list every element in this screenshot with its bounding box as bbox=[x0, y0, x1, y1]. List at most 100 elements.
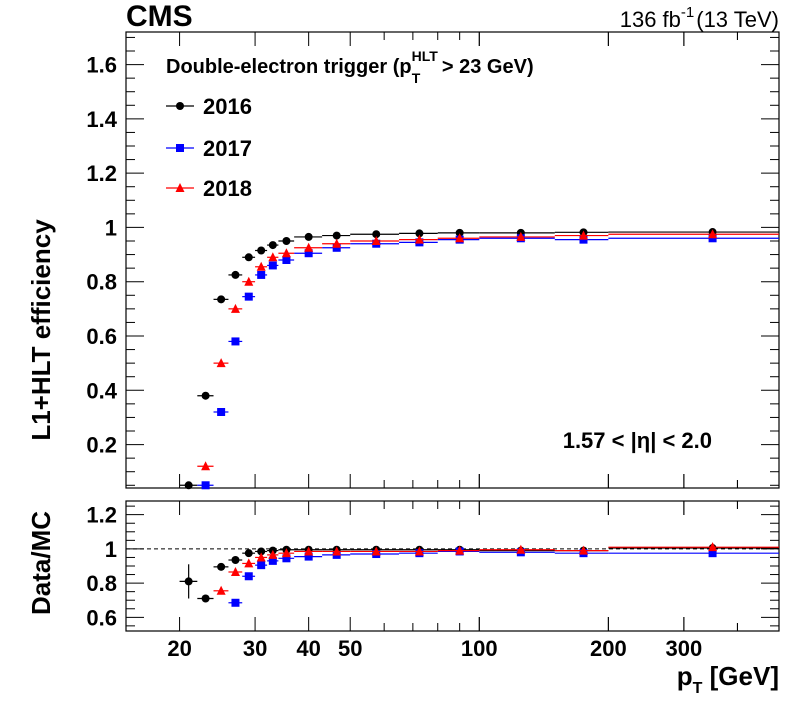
ratio-data-points bbox=[179, 542, 779, 607]
legend-label: 2017 bbox=[203, 136, 252, 161]
data-point-2018 bbox=[244, 558, 254, 568]
data-point-2017 bbox=[217, 408, 226, 416]
data-point-2018 bbox=[414, 546, 424, 556]
legend-label: 2018 bbox=[203, 176, 252, 201]
data-point-2018 bbox=[304, 242, 314, 252]
y-tick-label: 0.4 bbox=[86, 378, 117, 403]
data-point-2016 bbox=[244, 549, 253, 558]
data-point-2017 bbox=[708, 549, 717, 558]
data-point-2018 bbox=[708, 229, 718, 239]
data-point-2017 bbox=[257, 561, 266, 570]
x-tick-label: 30 bbox=[243, 636, 267, 661]
legend-marker-2016 bbox=[176, 102, 184, 110]
x-axis-title: pT [GeV] bbox=[677, 661, 779, 697]
data-point-2018 bbox=[516, 544, 526, 554]
data-point-2017 bbox=[268, 556, 277, 565]
x-axis-title-sub: T bbox=[693, 680, 703, 697]
luminosity-label: 136 fb-1(13 TeV) bbox=[620, 4, 779, 32]
legend-entry-2017: 2017 bbox=[166, 136, 252, 161]
data-point-2018 bbox=[230, 566, 240, 576]
data-point-2016 bbox=[332, 231, 341, 240]
data-point-2017 bbox=[231, 598, 240, 607]
data-point-2016 bbox=[415, 229, 424, 238]
experiment-label: CMS bbox=[126, 0, 193, 33]
ratio-y-tick-label: 0.6 bbox=[86, 605, 117, 630]
data-point-2018 bbox=[244, 276, 254, 286]
data-point-2018 bbox=[201, 461, 211, 471]
main-data-points bbox=[179, 228, 779, 490]
data-point-2018 bbox=[304, 546, 314, 556]
y-tick-label: 1.4 bbox=[86, 107, 117, 132]
data-point-2018 bbox=[371, 236, 381, 245]
data-point-2017 bbox=[304, 552, 313, 561]
x-tick-label: 20 bbox=[167, 636, 191, 661]
data-point-2018 bbox=[332, 238, 342, 248]
data-point-2017 bbox=[304, 249, 313, 258]
data-point-2018 bbox=[455, 233, 465, 243]
ratio-y-tick-label: 0.8 bbox=[86, 571, 117, 596]
data-point-2018 bbox=[256, 261, 266, 271]
data-point-2017 bbox=[257, 270, 266, 279]
data-point-2016 bbox=[184, 577, 193, 586]
data-point-2017 bbox=[332, 243, 341, 252]
data-point-2018 bbox=[455, 545, 465, 555]
data-point-2016 bbox=[304, 232, 313, 241]
x-tick-label: 100 bbox=[461, 636, 498, 661]
legend-label: 2016 bbox=[203, 94, 252, 119]
data-point-2016 bbox=[217, 295, 226, 304]
ratio-y-tick-label: 1 bbox=[105, 537, 117, 562]
legend-title-sub: T bbox=[412, 70, 421, 86]
data-point-2018 bbox=[216, 358, 226, 368]
data-point-2017 bbox=[282, 554, 291, 563]
data-point-2016 bbox=[282, 237, 291, 245]
y-tick-label: 1.2 bbox=[86, 161, 117, 186]
main-panel bbox=[125, 31, 780, 489]
luminosity-energy: (13 TeV) bbox=[696, 7, 779, 32]
data-point-2016 bbox=[217, 562, 226, 571]
y-tick-label: 0.2 bbox=[86, 433, 117, 458]
ratio-y-tick-label: 1.2 bbox=[86, 503, 117, 528]
data-point-2017 bbox=[579, 235, 588, 244]
data-point-2016 bbox=[201, 594, 210, 603]
data-point-2016 bbox=[244, 253, 253, 262]
x-tick-label: 200 bbox=[590, 636, 627, 661]
data-point-2016 bbox=[455, 228, 464, 237]
data-point-2018 bbox=[268, 252, 278, 262]
data-point-2017 bbox=[282, 256, 291, 264]
x-tick-label: 50 bbox=[338, 636, 362, 661]
data-point-2018 bbox=[371, 546, 381, 556]
data-point-2018 bbox=[578, 230, 588, 240]
legend-title: Double-electron trigger (pHLT T > 23 GeV) bbox=[166, 48, 534, 86]
data-point-2017 bbox=[268, 261, 277, 270]
x-tick-label: 300 bbox=[666, 636, 703, 661]
data-point-2018 bbox=[708, 542, 718, 552]
main-y-tick-labels: 0.2 0.4 0.6 0.8 1 1.2 1.4 1.6 bbox=[86, 53, 117, 458]
data-point-2017 bbox=[231, 337, 240, 346]
x-tick-labels: 20 30 40 50 100 200 300 bbox=[167, 636, 702, 661]
y-tick-label: 0.6 bbox=[86, 324, 117, 349]
legend-marker-2017 bbox=[176, 144, 184, 152]
data-point-2016 bbox=[257, 246, 266, 255]
data-point-2017 bbox=[244, 572, 253, 581]
data-point-2016 bbox=[268, 241, 277, 250]
series-2018 bbox=[197, 229, 779, 471]
legend-entry-2018: 2018 bbox=[166, 176, 252, 201]
data-point-2018 bbox=[256, 552, 266, 562]
x-axis-title-main: p bbox=[677, 661, 693, 691]
data-point-2018 bbox=[281, 548, 291, 558]
y-tick-label: 0.8 bbox=[86, 270, 117, 295]
data-point-2018 bbox=[516, 231, 526, 241]
data-point-2016 bbox=[184, 481, 193, 490]
data-point-2017 bbox=[201, 481, 210, 490]
series-2018 bbox=[213, 542, 779, 595]
y-tick-label: 1.6 bbox=[86, 53, 117, 78]
ratio-y-tick-labels: 0.6 0.8 1 1.2 bbox=[86, 503, 117, 631]
ratio-axis-ticks bbox=[126, 501, 780, 631]
ratio-y-axis-title: Data/MC bbox=[26, 511, 56, 615]
data-point-2017 bbox=[244, 292, 253, 301]
legend-marker-2018 bbox=[175, 183, 185, 192]
data-point-2018 bbox=[216, 585, 226, 595]
luminosity-exponent: -1 bbox=[681, 4, 694, 21]
main-axis-ticks bbox=[126, 32, 780, 488]
